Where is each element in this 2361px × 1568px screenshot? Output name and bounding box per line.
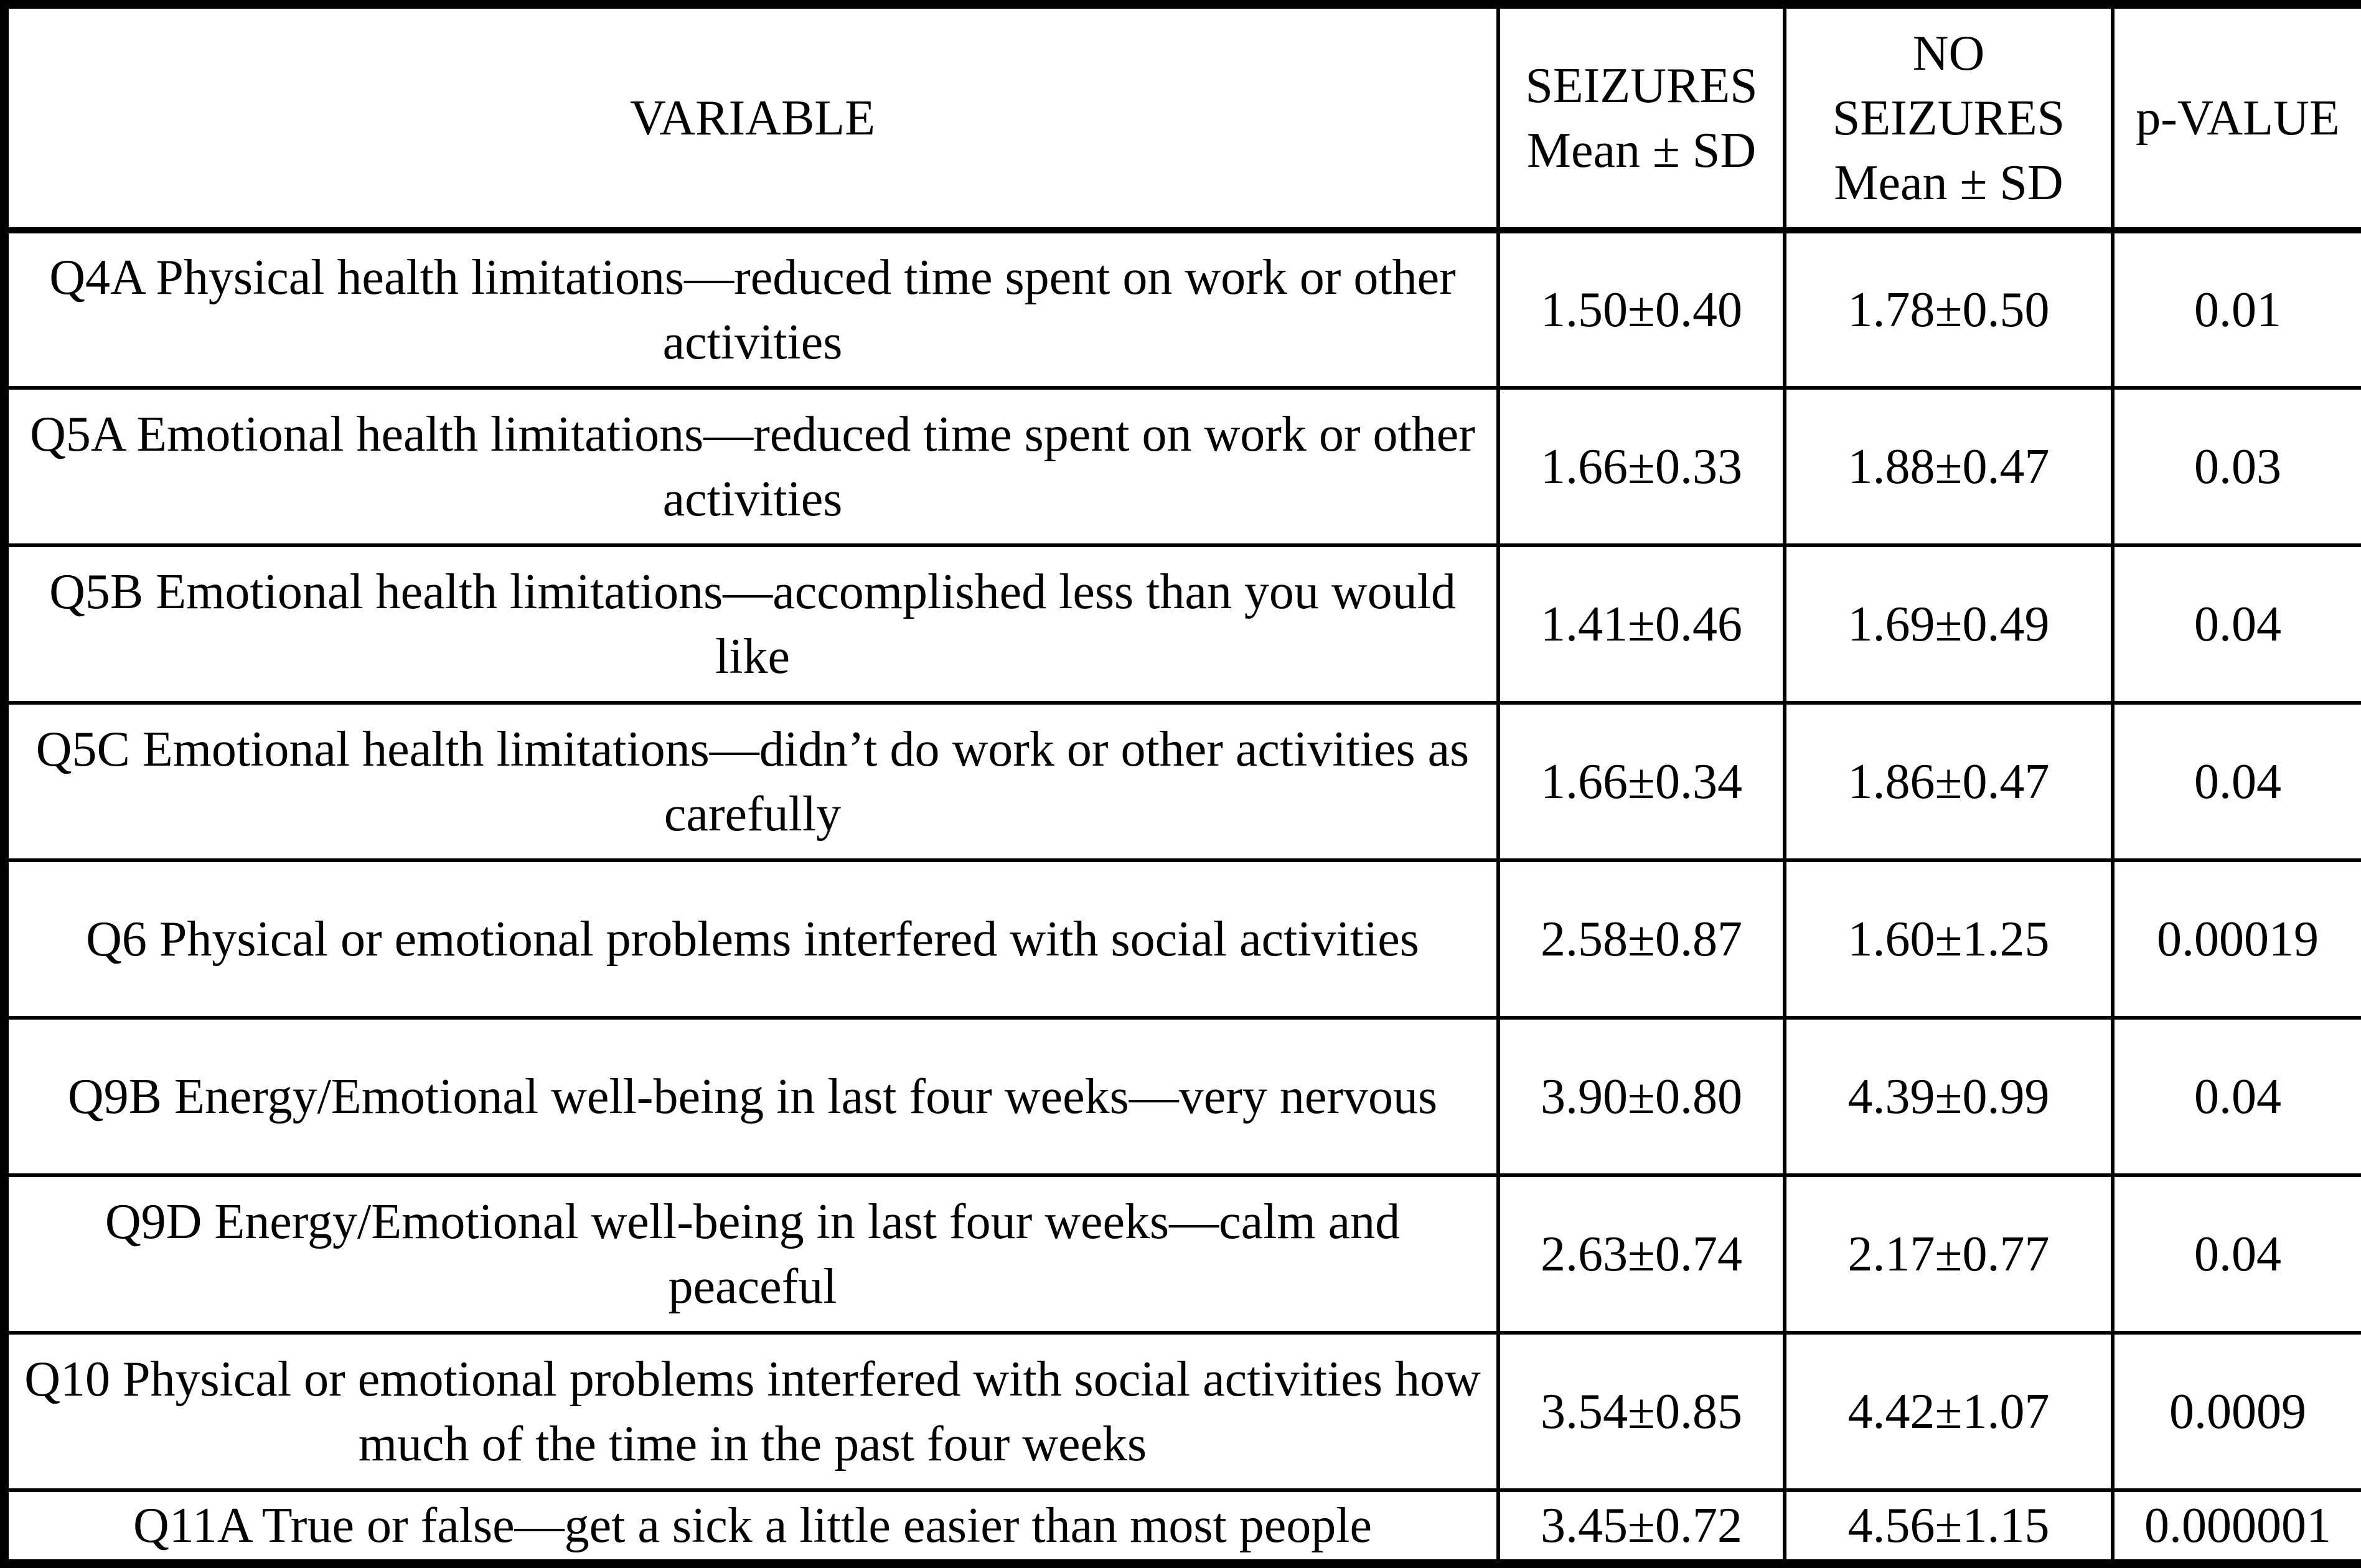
no-seizures-mean-cell: 2.17±0.77 [1783,1173,2115,1335]
variable-cell: Q5C Emotional health limitations—didn’t … [2,701,1500,862]
header-cell-seizures: SEIZURES Mean ± SD [1496,2,1786,233]
no-seizures-mean-cell: 1.60±1.25 [1783,858,2115,1020]
no-seizures-mean-cell: 4.56±1.15 [1783,1488,2115,1566]
no-seizures-mean-cell: 1.88±0.47 [1783,386,2115,547]
table-row: Q9B Energy/Emotional well-being in last … [2,1016,2361,1177]
table-row: Q4A Physical health limitations—reduced … [2,228,2361,390]
table-row: Q11A True or false—get a sick a little e… [2,1488,2361,1566]
variable-cell: Q9D Energy/Emotional well-being in last … [2,1173,1500,1335]
p-value-cell: 0.04 [2111,543,2361,705]
variable-cell: Q4A Physical health limitations—reduced … [2,228,1500,390]
header-cell-variable: VARIABLE [2,2,1500,233]
no-seizures-mean-cell: 4.39±0.99 [1783,1016,2115,1177]
p-value-cell: 0.01 [2111,228,2361,390]
p-value-cell: 0.0009 [2111,1331,2361,1492]
no-seizures-mean-cell: 1.78±0.50 [1783,228,2115,390]
p-value-cell: 0.03 [2111,386,2361,547]
seizures-mean-cell: 1.50±0.40 [1496,228,1786,390]
seizures-mean-cell: 3.45±0.72 [1496,1488,1786,1566]
table-row: Q5B Emotional health limitations—accompl… [2,543,2361,705]
table-row: Q6 Physical or emotional problems interf… [2,858,2361,1020]
table-row: Q10 Physical or emotional problems inter… [2,1331,2361,1492]
seizures-mean-cell: 3.54±0.85 [1496,1331,1786,1492]
no-seizures-mean-cell: 1.86±0.47 [1783,701,2115,862]
table-row: Q5A Emotional health limitations—reduced… [2,386,2361,547]
header-line: SEIZURES [1832,90,2065,146]
seizures-mean-cell: 1.66±0.33 [1496,386,1786,547]
p-value-cell: 0.04 [2111,1173,2361,1335]
header-line: Mean ± SD [1526,123,1757,178]
p-value-cell: 0.04 [2111,1016,2361,1177]
p-value-cell: 0.000001 [2111,1488,2361,1566]
header-cell-p-value: p-VALUE [2111,2,2361,233]
seizures-mean-cell: 2.58±0.87 [1496,858,1786,1020]
p-value-cell: 0.00019 [2111,858,2361,1020]
variable-cell: Q6 Physical or emotional problems interf… [2,858,1500,1020]
variable-cell: Q5B Emotional health limitations—accompl… [2,543,1500,705]
seizures-mean-cell: 1.66±0.34 [1496,701,1786,862]
no-seizures-mean-cell: 4.42±1.07 [1783,1331,2115,1492]
variable-cell: Q9B Energy/Emotional well-being in last … [2,1016,1500,1177]
seizures-mean-cell: 3.90±0.80 [1496,1016,1786,1177]
seizures-mean-cell: 1.41±0.46 [1496,543,1786,705]
no-seizures-mean-cell: 1.69±0.49 [1783,543,2115,705]
header-line: Mean ± SD [1834,155,2063,210]
variable-cell: Q11A True or false—get a sick a little e… [2,1488,1500,1566]
variable-cell: Q5A Emotional health limitations—reduced… [2,386,1500,547]
table-row: Q5C Emotional health limitations—didn’t … [2,701,2361,862]
seizures-mean-cell: 2.63±0.74 [1496,1173,1786,1335]
header-line: NO [1912,26,1985,81]
variable-cell: Q10 Physical or emotional problems inter… [2,1331,1500,1492]
header-line: SEIZURES [1525,58,1758,113]
header-row: VARIABLE SEIZURES Mean ± SD NO SEIZURES … [2,2,2361,233]
header-cell-no-seizures: NO SEIZURES Mean ± SD [1783,2,2115,233]
table-row: Q9D Energy/Emotional well-being in last … [2,1173,2361,1335]
p-value-cell: 0.04 [2111,701,2361,862]
